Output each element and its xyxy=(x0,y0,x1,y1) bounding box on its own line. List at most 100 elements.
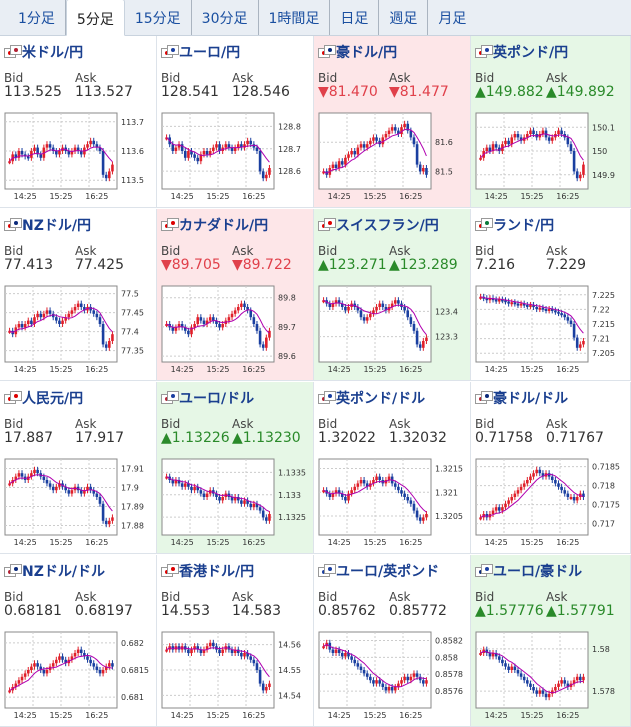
pair-title-link[interactable]: 英ポンド/円 xyxy=(475,43,568,61)
candle-body xyxy=(205,493,209,497)
candle-body xyxy=(67,490,71,494)
candle-body xyxy=(58,320,61,324)
price-chart[interactable]: 128.8 128.7 128.6 14:25 15:25 16:25 xyxy=(160,111,310,203)
bid-label: Bid xyxy=(475,71,495,85)
candle-body xyxy=(532,304,535,307)
price-chart[interactable]: 1.3215 1.321 1.3205 14:25 15:25 16:25 xyxy=(317,457,467,549)
tab-1hour[interactable]: 1時間足 xyxy=(259,0,331,35)
pair-title-link[interactable]: 人民元/円 xyxy=(4,389,83,407)
pair-title-link[interactable]: カナダドル/円 xyxy=(161,216,268,234)
x-tick-label: 15:25 xyxy=(363,365,386,374)
pair-title-link[interactable]: NZドル/ドル xyxy=(4,562,105,580)
pair-title-link[interactable]: ランド/円 xyxy=(475,216,554,234)
candle-body xyxy=(48,144,52,148)
price-chart[interactable]: 0.682 0.6815 0.681 14:25 15:25 16:25 xyxy=(3,630,153,722)
candle-body xyxy=(17,151,21,158)
candle-body xyxy=(193,646,196,650)
price-chart[interactable]: 123.4 123.3 14:25 15:25 16:25 xyxy=(317,284,467,376)
pair-title-link[interactable]: NZドル/円 xyxy=(4,216,91,234)
candle-body xyxy=(73,653,77,657)
candle-body xyxy=(265,687,268,691)
candle-body xyxy=(48,310,52,314)
pair-title-link[interactable]: ユーロ/豪ドル xyxy=(475,562,582,580)
ask-value: ▲123.289 xyxy=(389,257,458,273)
rate-cell: スイスフラン/円 Bid Ask ▲123.271 ▲123.289 123.4 123.3… xyxy=(314,209,471,381)
price-chart[interactable]: 0.7185 0.718 0.7175 0.717 14:25 15:25 16:25 xyxy=(474,457,624,549)
candle-body xyxy=(415,673,419,677)
pair-title-link[interactable]: 豪ドル/円 xyxy=(318,43,397,61)
y-tick-label: 113.6 xyxy=(121,147,144,156)
candle-body xyxy=(73,147,77,151)
price-chart[interactable]: 7.225 7.22 7.215 7.21 7.205 14:25 15:25 16:25 xyxy=(474,284,624,376)
price-chart-svg: 77.5 77.45 77.4 77.35 14:25 15:25 16:25 xyxy=(4,285,144,374)
pair-title-link[interactable]: 英ポンド/ドル xyxy=(318,389,425,407)
candle-body xyxy=(582,164,585,175)
x-tick-label: 16:25 xyxy=(556,192,579,201)
tab-15min[interactable]: 15分足 xyxy=(125,0,192,35)
candle-body xyxy=(243,653,246,657)
candle-body xyxy=(356,307,360,311)
x-tick-label: 15:25 xyxy=(206,711,229,720)
price-chart[interactable]: 81.6 81.5 14:25 15:25 16:25 xyxy=(317,111,467,203)
x-tick-label: 14:25 xyxy=(14,711,37,720)
candle-body xyxy=(563,680,567,684)
ask-label: Ask xyxy=(546,244,568,258)
price-chart[interactable]: 1.1335 1.133 1.1325 14:25 15:25 16:25 xyxy=(160,457,310,549)
candle-body xyxy=(33,317,36,324)
pair-name: 豪ドル/円 xyxy=(336,45,398,61)
candle-body xyxy=(347,154,350,158)
x-tick-label: 15:25 xyxy=(520,538,543,547)
rate-cell: ランド/円 Bid Ask 7.216 7.229 7.225 7.22 7.215 7.21 7… xyxy=(471,209,631,381)
price-chart[interactable]: 77.5 77.45 77.4 77.35 14:25 15:25 16:25 xyxy=(3,284,153,376)
candle-body xyxy=(418,164,422,172)
candle-body xyxy=(513,134,517,138)
candle-body xyxy=(30,666,33,670)
moving-average-line xyxy=(323,643,427,688)
x-tick-label: 16:25 xyxy=(242,538,265,547)
candle-body xyxy=(174,480,178,484)
pair-title-link[interactable]: スイスフラン/円 xyxy=(318,216,439,234)
ask-value: 0.68197 xyxy=(75,603,133,619)
ask-value: 17.917 xyxy=(75,430,124,446)
price-chart[interactable]: 17.91 17.9 17.89 17.88 14:25 15:25 16:25 xyxy=(3,457,153,549)
candle-body xyxy=(8,690,11,693)
candle-body xyxy=(36,469,39,474)
currency-flag-icon xyxy=(161,391,179,405)
tab-30min[interactable]: 30分足 xyxy=(192,0,259,35)
candle-body xyxy=(494,653,498,657)
pair-title-link[interactable]: 豪ドル/ドル xyxy=(475,389,568,407)
pair-title-link[interactable]: ユーロ/円 xyxy=(161,43,240,61)
candle-body xyxy=(566,137,570,145)
candle-body xyxy=(491,298,495,301)
price-chart[interactable]: 89.8 89.7 89.6 14:25 15:25 16:25 xyxy=(160,284,310,376)
price-chart[interactable]: 0.8582 0.858 0.8578 0.8576 14:25 15:25 16:25 xyxy=(317,630,467,722)
tab-monthly[interactable]: 月足 xyxy=(438,11,467,27)
y-tick-label: 1.133 xyxy=(278,491,301,500)
x-tick-label: 16:25 xyxy=(556,365,579,374)
moving-average-line xyxy=(166,309,270,334)
candle-body xyxy=(375,137,378,141)
y-tick-label: 14.54 xyxy=(278,691,301,700)
tab-5min[interactable]: 5分足 xyxy=(65,0,125,36)
candle-body xyxy=(221,324,224,328)
rate-cell: ユーロ/豪ドル Bid Ask ▲1.57776 ▲1.57791 1.58 1.578 14… xyxy=(471,555,631,727)
tab-weekly[interactable]: 週足 xyxy=(379,0,429,35)
price-chart-svg: 0.7185 0.718 0.7175 0.717 14:25 15:25 16:25 xyxy=(475,458,620,547)
pair-title-link[interactable]: 米ドル/円 xyxy=(4,43,83,61)
pair-title-link[interactable]: ユーロ/ドル xyxy=(161,389,254,407)
price-chart[interactable]: 1.58 1.578 14:25 15:25 16:25 xyxy=(474,630,624,722)
price-chart[interactable]: 14.56 14.55 14.54 14:25 15:25 16:25 xyxy=(160,630,310,722)
x-tick-label: 15:25 xyxy=(206,192,229,201)
tab-1min[interactable]: 1分足 xyxy=(8,0,66,35)
bid-value: 17.887 xyxy=(4,430,53,446)
price-chart[interactable]: 150.1 150 149.9 14:25 15:25 16:25 xyxy=(474,111,624,203)
price-chart[interactable]: 113.7 113.6 113.5 14:25 15:25 16:25 xyxy=(3,111,153,203)
candle-body xyxy=(563,314,567,318)
pair-title-link[interactable]: 香港ドル/円 xyxy=(161,562,254,580)
candle-body xyxy=(268,514,271,521)
pair-title-link[interactable]: ユーロ/英ポンド xyxy=(318,562,439,580)
candle-body xyxy=(202,649,206,653)
tab-daily[interactable]: 日足 xyxy=(330,0,380,35)
y-tick-label: 81.5 xyxy=(435,167,453,176)
candle-body xyxy=(350,151,353,155)
